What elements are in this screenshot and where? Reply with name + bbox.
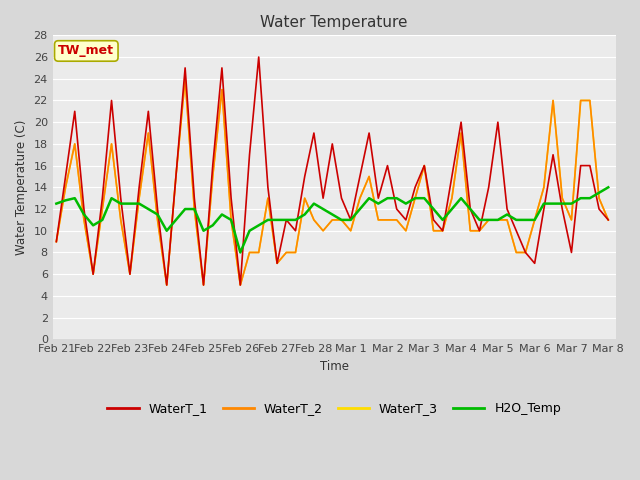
Text: TW_met: TW_met <box>58 45 115 58</box>
Legend: WaterT_1, WaterT_2, WaterT_3, H2O_Temp: WaterT_1, WaterT_2, WaterT_3, H2O_Temp <box>102 397 566 420</box>
Title: Water Temperature: Water Temperature <box>260 15 408 30</box>
Y-axis label: Water Temperature (C): Water Temperature (C) <box>15 120 28 255</box>
X-axis label: Time: Time <box>319 360 349 373</box>
